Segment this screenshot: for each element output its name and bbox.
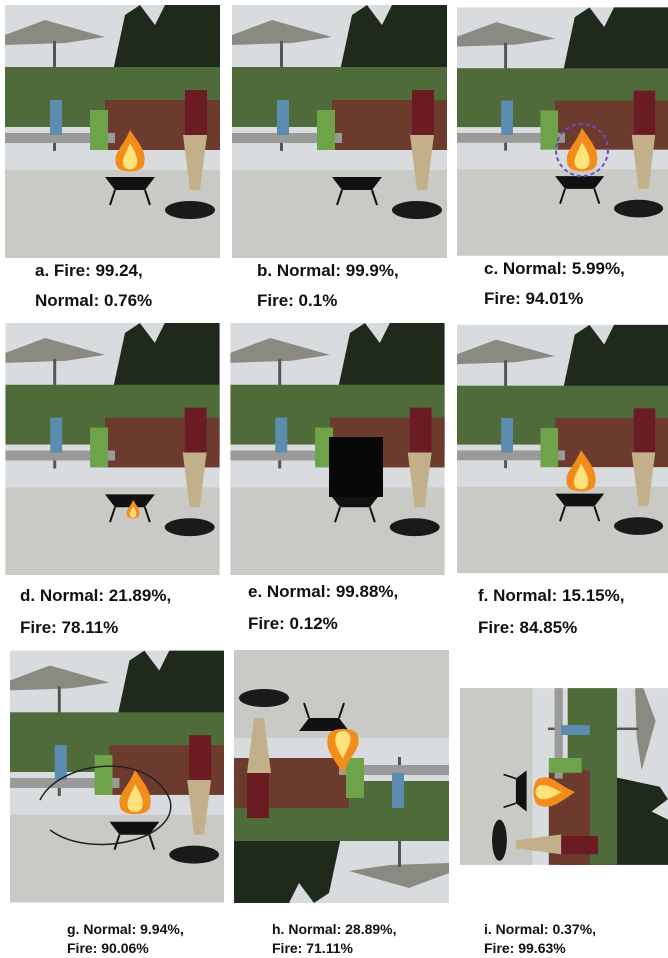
caption: Fire: 0.1%	[257, 291, 337, 310]
photo	[5, 323, 219, 575]
caption: g. Normal: 9.94%,	[67, 921, 184, 937]
caption: Fire: 94.01%	[484, 289, 583, 308]
photo	[457, 325, 668, 573]
caption: b. Normal: 99.9%,	[257, 261, 399, 280]
caption: Fire: 90.06%	[67, 940, 149, 956]
caption: Fire: 78.11%	[20, 618, 118, 637]
caption: Fire: 71.11%	[272, 940, 353, 956]
caption: Fire: 0.12%	[248, 614, 338, 633]
figure: a. Fire: 99.24, Normal: 0.76% b. Normal:…	[0, 0, 668, 958]
photo	[5, 5, 220, 258]
caption: Fire: 99.63%	[484, 940, 566, 956]
caption: h. Normal: 28.89%,	[272, 921, 397, 937]
photo	[230, 323, 444, 575]
caption: i. Normal: 0.37%,	[484, 921, 596, 937]
photo	[460, 688, 668, 865]
caption: e. Normal: 99.88%,	[248, 582, 398, 601]
caption: d. Normal: 21.89%,	[20, 586, 171, 605]
caption: f. Normal: 15.15%,	[478, 586, 624, 605]
photo	[457, 7, 668, 255]
caption: c. Normal: 5.99%,	[484, 259, 625, 278]
caption: a. Fire: 99.24,	[35, 261, 143, 280]
caption: Fire: 84.85%	[478, 618, 577, 637]
photo	[10, 651, 224, 903]
photo	[232, 5, 447, 258]
photo	[234, 650, 449, 903]
caption: Normal: 0.76%	[35, 291, 152, 310]
